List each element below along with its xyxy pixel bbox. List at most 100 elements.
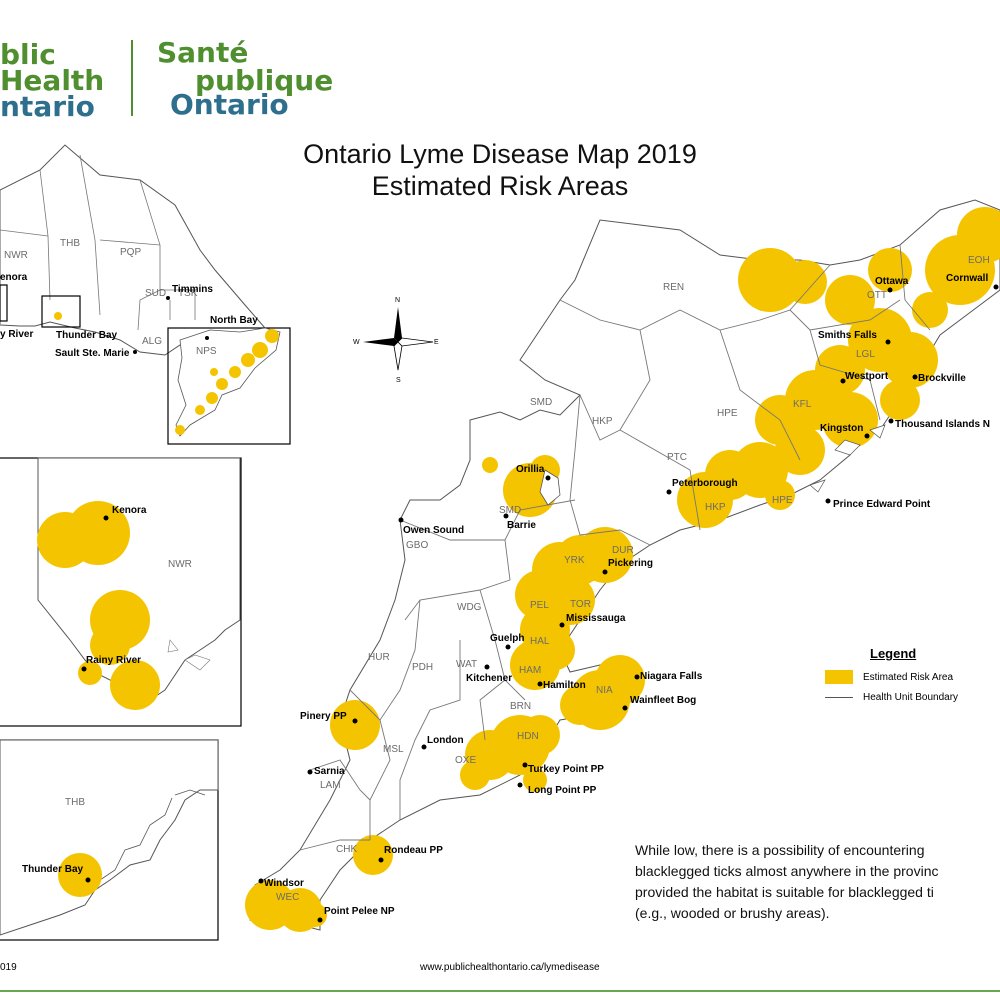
dot-thousandislands [888,418,894,424]
place-mississauga: Mississauga [566,613,626,624]
dot-ottawa [887,287,893,293]
risk-kingston [822,392,878,448]
compass-east-arrow [397,337,434,347]
dot-peterborough [666,489,672,495]
code-hur: HUR [368,652,390,663]
risk-longpoint [523,768,547,792]
overview-risk-1 [265,329,279,343]
logo-fr-line3: Ontario [170,88,289,121]
dot-windsor [258,878,264,884]
code-tor: TOR [570,599,591,610]
dot-barrie [503,513,509,519]
risk-kfl-3 [775,425,825,475]
overview-code-nps: NPS [196,346,217,357]
thunderbay-inset-shore [99,789,206,881]
risk-nia-2 [595,655,645,705]
overview-south-box [167,327,291,445]
overview-risk-3 [241,353,255,367]
overview-dot-ssm [133,350,137,354]
compass-west-arrow [363,338,398,346]
overview-risk-7 [195,405,205,415]
main-map: REN EOH OTT LGL KFL HPE HPE HKP HKP PTC … [245,199,1000,932]
kenora-inset: Kenora NWR Rainy River [0,457,242,727]
rainyriver-dot [81,666,87,672]
overview-kenora-box [0,284,8,322]
place-kingston: Kingston [820,423,863,434]
risk-hdn-2 [520,715,560,755]
dot-longpoint [517,782,523,788]
footer-url[interactable]: www.publichealthontario.ca/lymedisease [420,962,600,973]
compass-s: S [396,377,401,384]
place-smithsfalls: Smiths Falls [818,330,877,341]
overview-code-tsk: TSK [178,288,198,299]
dot-guelph [505,644,511,650]
place-pickering: Pickering [608,558,653,569]
overview-risk-8 [175,425,185,435]
dot-orillia [545,475,551,481]
dot-pointpelee [317,917,323,923]
dot-mississauga [559,622,565,628]
place-princeedward: Prince Edward Point [833,499,931,510]
main-islands-east [809,424,886,493]
overview-dot-northbay [205,336,209,340]
code-wat: WAT [456,659,477,670]
compass-north-arrow [394,307,402,342]
place-ottawa: Ottawa [875,276,909,287]
place-barrie: Barrie [507,520,536,531]
kenora-inset-lakes [167,639,211,671]
code-kfl: KFL [793,399,812,410]
compass-south-arrow [393,341,403,371]
place-orillia: Orillia [516,464,545,475]
logo-fr-line1: Santé [157,36,249,69]
kenora-label: Kenora [112,505,147,516]
compass-w: W [353,339,360,346]
thunderbay-inset-land [0,739,219,936]
risk-note-line4: (e.g., wooded or brushy areas). [635,905,830,921]
overview-risk-10 [54,312,62,320]
place-windsor: Windsor [264,878,304,889]
code-hpe-south: HPE [772,495,793,506]
overview-risk-4 [229,366,241,378]
dot-pickering [602,569,608,575]
overview-label-ssm: Sault Ste. Marie [55,348,130,359]
place-pinery: Pinery PP [300,711,347,722]
map-title: Ontario Lyme Disease Map 2019 Estimated … [250,138,750,202]
code-wec: WEC [276,892,299,903]
legend-row-risk: Estimated Risk Area [825,670,953,684]
logo-fr-line2: publique [195,64,334,97]
dot-kingston [864,433,870,439]
place-peterborough: Peterborough [672,478,738,489]
kenora-risk-4 [90,625,130,665]
overview-dot-timmins [166,296,170,300]
code-pel: PEL [530,600,549,611]
legend-title: Legend [870,646,917,661]
place-cornwall: Cornwall [946,273,988,284]
overview-label-rainyriver: y River [0,329,33,340]
overview-label-thunderbay: Thunder Bay [56,330,118,341]
overview-code-pqp: PQP [120,247,141,258]
code-gbo: GBO [406,540,428,551]
place-kitchener: Kitchener [466,673,512,684]
map-title-line2: Estimated Risk Areas [371,171,629,201]
code-hkp-south: HKP [705,502,726,513]
thunderbay-dot [85,877,91,883]
overview-code-sud: SUD [145,288,166,299]
code-hdn: HDN [517,731,539,742]
risk-note-line3: provided the habitat is suitable for bla… [635,884,934,900]
code-oxe: OXE [455,755,476,766]
code-ott: OTT [867,290,887,301]
code-hpe-north: HPE [717,408,738,419]
thunderbay-code-thb: THB [65,797,85,808]
dot-owensound [398,517,404,523]
thunderbay-inset: Thunder Bay THB [0,739,219,941]
overview-label-kenora: enora [0,272,28,283]
code-msl: MSL [383,744,404,755]
place-owensound: Owen Sound [403,525,464,536]
risk-cornwall-2 [957,207,1000,263]
risk-hpe-3 [765,480,795,510]
dot-kitchener [484,664,490,670]
place-london: London [427,735,464,746]
rainyriver-label: Rainy River [86,655,141,666]
risk-oxe-2 [460,760,490,790]
